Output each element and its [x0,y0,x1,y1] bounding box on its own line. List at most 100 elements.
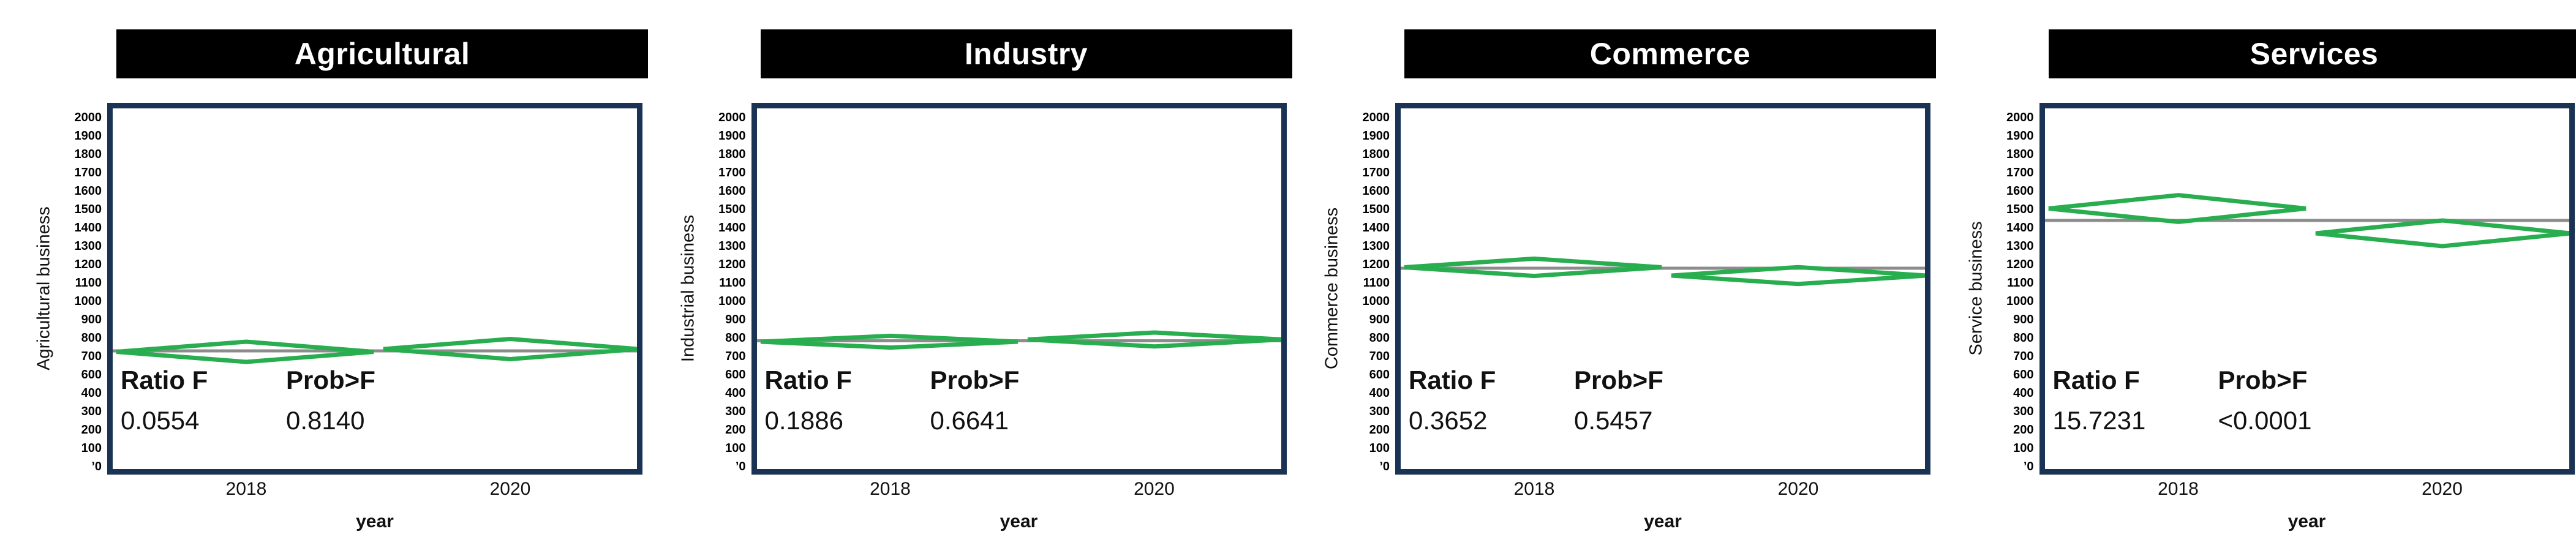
means-diamond-2020 [2315,218,2570,249]
y-tick-label: 800 [81,331,102,345]
y-tick-label: 100 [2013,442,2034,455]
panel-title: Commerce [1589,37,1751,71]
plot-area [2039,103,2575,475]
y-tick-label: 1000 [74,295,102,308]
y-tick-label: 2000 [1362,111,1390,124]
means-diamond-2020 [383,336,639,362]
plot-border [1395,103,1930,475]
y-tick-label: 1000 [718,295,746,308]
ratio-f-header: Ratio F [121,366,208,394]
x-tick-label: 2018 [225,479,267,499]
prob-f-value: 0.8140 [286,406,365,435]
y-tick-label: 700 [725,350,746,363]
panel-title-bar: Commerce [1404,29,1936,78]
y-tick-label: 1400 [74,221,102,235]
x-tick-label: 2020 [1777,479,1819,499]
means-diamond-2018 [2048,193,2306,224]
y-tick-label: 2000 [74,111,102,124]
ratio-f-header: Ratio F [2052,366,2140,394]
panel-services: Services Service business 2000 1900 1800 17… [1932,0,2576,545]
y-tick-label: 1200 [1362,258,1390,271]
y-tick-label: 300 [1369,405,1390,418]
y-tick-label: 1600 [1362,184,1390,198]
y-tick-label: 1100 [75,276,102,290]
y-tick-label: 1100 [2007,276,2034,290]
panel-title-bar: Agricultural [116,29,648,78]
y-tick-label: 1200 [74,258,102,271]
y-axis-ticks: 2000 1900 1800 1700 1600 1500 1400 1300 1200 1100… [1932,0,2034,545]
y-tick-label: 900 [2013,313,2034,326]
plot-border [751,103,1287,475]
y-tick-label: 1500 [74,203,102,216]
y-tick-label: 1400 [2006,221,2034,235]
y-tick-label: 800 [725,331,746,345]
plot-area [1395,103,1930,475]
means-diamond-2018 [760,333,1018,350]
y-tick-label: 1600 [74,184,102,198]
x-axis-title: year [2288,511,2326,532]
y-tick-label: 1300 [1362,239,1390,253]
y-tick-label: 600 [81,368,102,382]
y-tick-label: 1900 [1362,129,1390,143]
y-tick-label: ’0 [91,460,102,473]
y-tick-label: 1700 [2006,166,2034,179]
ratio-f-value: 0.3652 [1409,406,1488,435]
ratio-f-value: 15.7231 [2052,406,2146,435]
x-axis-title: year [1644,511,1682,532]
y-tick-label: 1800 [2006,148,2034,161]
plot-border [2039,103,2575,475]
y-tick-label: 600 [1369,368,1390,382]
ratio-f-value: 0.0554 [121,406,200,435]
y-tick-label: 2000 [2006,111,2034,124]
y-tick-label: 400 [81,386,102,400]
y-tick-label: 200 [81,423,102,437]
y-tick-label: 300 [725,405,746,418]
x-axis-title: year [1000,511,1038,532]
y-tick-label: 1700 [718,166,746,179]
y-tick-label: 1900 [2006,129,2034,143]
prob-f-header: Prob>F [2218,366,2308,394]
y-tick-label: 1000 [1362,295,1390,308]
x-tick-label: 2020 [489,479,531,499]
x-tick-label: 2018 [2158,479,2199,499]
y-tick-label: 400 [1369,386,1390,400]
y-tick-label: 1900 [718,129,746,143]
means-diamond-2018 [1404,256,1662,279]
y-tick-label: 900 [725,313,746,326]
y-tick-label: 700 [81,350,102,363]
ratio-f-header: Ratio F [764,366,852,394]
y-tick-label: 1200 [2006,258,2034,271]
y-tick-label: 800 [2013,331,2034,345]
y-tick-label: 1300 [2006,239,2034,253]
panel-commerce: Commerce Commerce business 2000 1900 1800 1… [1288,0,1936,545]
y-axis-ticks: 2000 1900 1800 1700 1600 1500 1400 1300 1200 1100… [0,0,102,545]
panel-industry: Industry Industrial business 2000 1900 180… [644,0,1292,545]
y-axis-ticks: 2000 1900 1800 1700 1600 1500 1400 1300 1200 1100… [1288,0,1390,545]
y-tick-label: 100 [1369,442,1390,455]
panel-title: Agricultural [294,37,470,71]
x-tick-label: 2018 [870,479,911,499]
y-tick-label: 100 [725,442,746,455]
y-tick-label: 1800 [718,148,746,161]
y-tick-label: 200 [1369,423,1390,437]
y-tick-label: 1700 [74,166,102,179]
x-tick-label: 2020 [2422,479,2463,499]
y-tick-label: 1800 [74,148,102,161]
y-tick-label: 200 [725,423,746,437]
y-tick-label: 1900 [74,129,102,143]
y-tick-label: ’0 [735,460,746,473]
y-tick-label: 1200 [718,258,746,271]
y-tick-label: 800 [1369,331,1390,345]
y-tick-label: 600 [2013,368,2034,382]
y-tick-label: 2000 [718,111,746,124]
panel-title-bar: Services [2048,29,2576,78]
y-tick-label: 700 [2013,350,2034,363]
y-tick-label: 300 [81,405,102,418]
x-axis-title: year [356,511,394,532]
y-tick-label: 1300 [74,239,102,253]
x-tick-label: 2020 [1134,479,1175,499]
y-tick-label: 1700 [1362,166,1390,179]
y-tick-label: 1400 [1362,221,1390,235]
plot-area [751,103,1287,475]
